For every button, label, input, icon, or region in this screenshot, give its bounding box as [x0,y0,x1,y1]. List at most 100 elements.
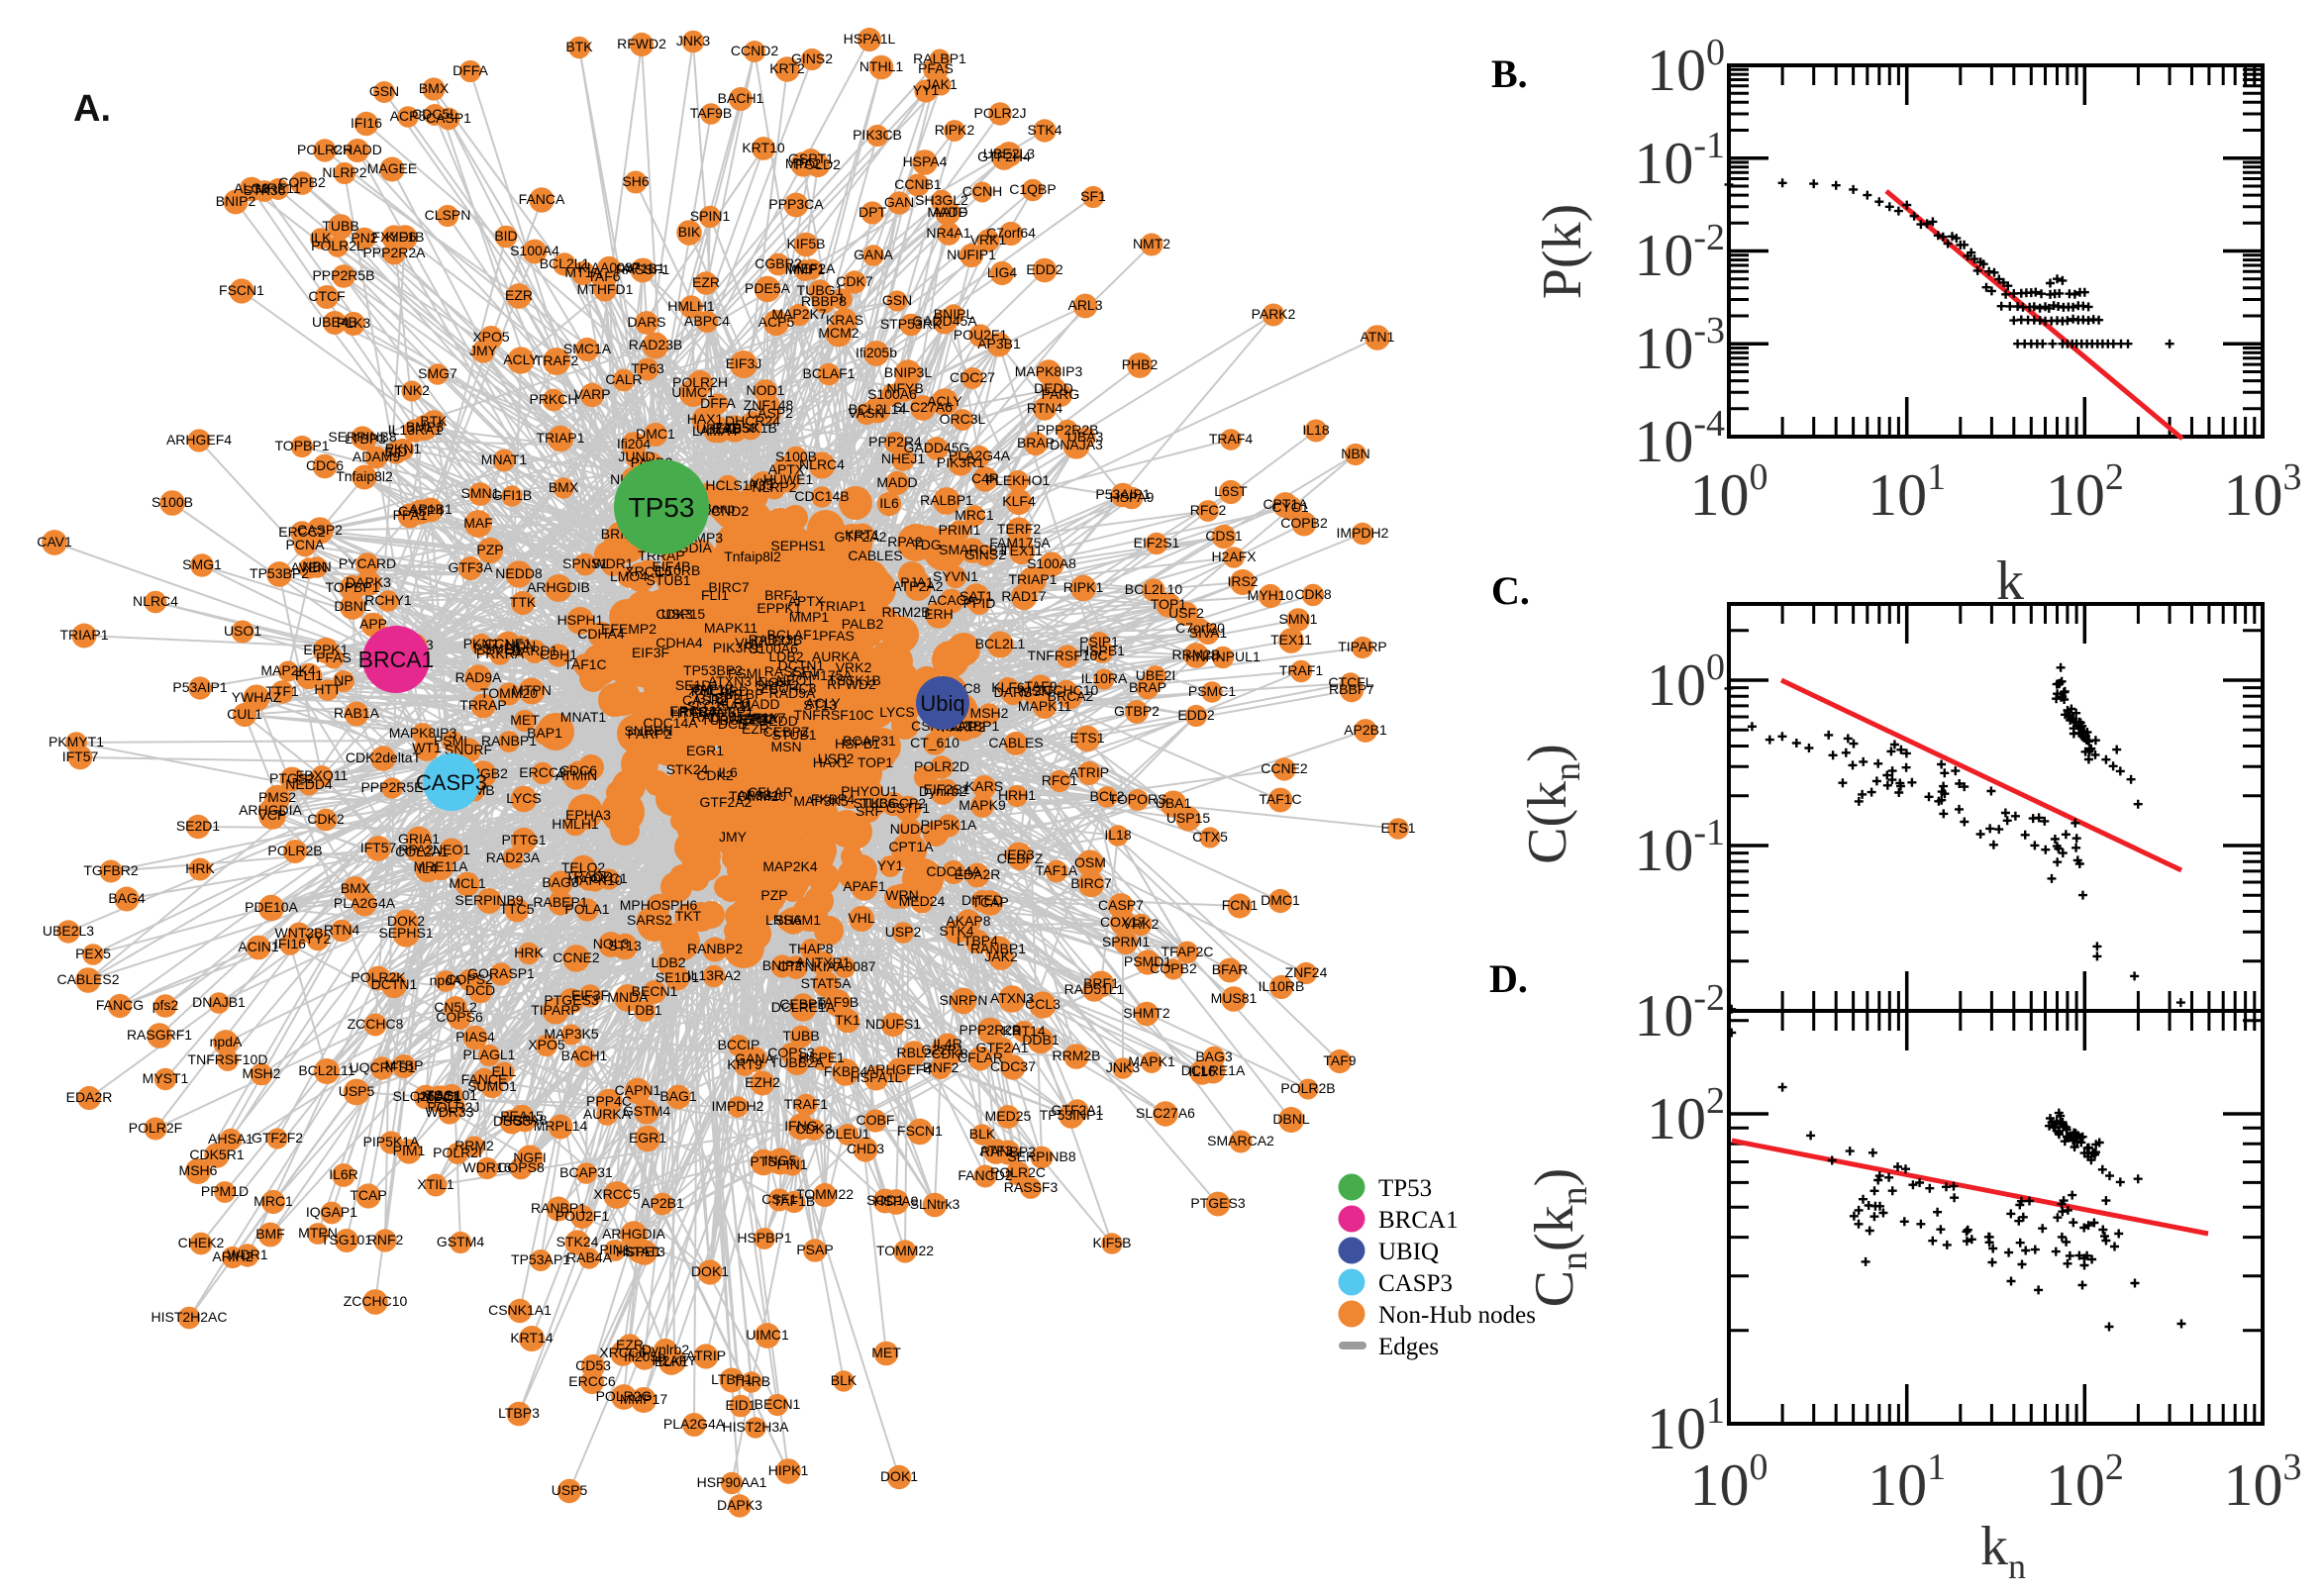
svg-text:TUBB2A: TUBB2A [770,1054,825,1070]
svg-text:S100A8: S100A8 [1027,555,1076,571]
svg-text:Edges: Edges [1378,1334,1439,1360]
svg-text:RAD17: RAD17 [1001,588,1046,604]
svg-text:BAG1: BAG1 [659,1088,697,1104]
svg-text:USP5: USP5 [339,1083,375,1099]
svg-text:JMY: JMY [719,829,748,845]
svg-text:RANBP2: RANBP2 [980,1144,1036,1159]
svg-text:SRF: SRF [856,803,883,819]
svg-text:PYCARD: PYCARD [339,555,396,571]
svg-text:HMLH1: HMLH1 [667,298,715,314]
svg-text:HAX1: HAX1 [813,754,850,770]
svg-text:HSPA8: HSPA8 [503,1112,548,1128]
svg-text:CDC14A: CDC14A [926,863,981,879]
svg-text:SPNS1: SPNS1 [562,555,608,571]
svg-text:HSPA9: HSPA9 [874,1193,919,1209]
svg-text:MAP3K5: MAP3K5 [544,1026,598,1042]
svg-text:CDC37: CDC37 [990,1058,1036,1074]
svg-text:AKAP8: AKAP8 [946,913,990,929]
svg-text:MSH6: MSH6 [179,1162,218,1178]
svg-text:LYCS: LYCS [506,790,542,806]
svg-text:NDUFS1: NDUFS1 [865,1016,921,1032]
svg-text:Non-Hub nodes: Non-Hub nodes [1378,1302,1536,1329]
svg-text:APTX: APTX [788,593,825,609]
svg-text:TRAF1: TRAF1 [1279,662,1324,678]
svg-text:GSPT1: GSPT1 [788,150,834,166]
svg-text:Ifi205b: Ifi205b [856,345,897,360]
svg-text:MYST1: MYST1 [143,1070,189,1086]
svg-text:FCN1: FCN1 [1222,897,1259,913]
svg-text:GSN: GSN [882,292,912,308]
svg-text:C1QBP: C1QBP [1009,181,1056,197]
svg-text:RALBP1: RALBP1 [920,492,973,508]
svg-text:WDR1: WDR1 [227,1247,267,1262]
svg-text:MNAT1: MNAT1 [481,451,528,467]
svg-text:CUL1: CUL1 [227,706,262,722]
svg-text:COPB2: COPB2 [1280,515,1328,531]
svg-text:UBE4B: UBE4B [312,314,357,330]
svg-text:BRCA2: BRCA2 [1048,688,1094,704]
svg-text:HTT: HTT [670,705,698,721]
svg-text:RBBP7: RBBP7 [1329,681,1374,697]
svg-text:H2AFX: H2AFX [1211,549,1257,564]
svg-text:MRC1: MRC1 [253,1193,293,1209]
svg-text:NLRC4: NLRC4 [133,593,178,609]
svg-text:NLRP2: NLRP2 [322,164,366,180]
svg-text:PEX5: PEX5 [75,946,111,961]
svg-text:TERF2: TERF2 [997,521,1042,537]
svg-text:BACH1: BACH1 [561,1047,608,1063]
svg-text:CSTF1: CSTF1 [886,800,931,816]
svg-text:SARS2: SARS2 [627,912,672,928]
svg-text:PRIM1: PRIM1 [939,522,981,538]
svg-text:CCNE2: CCNE2 [553,949,600,965]
svg-text:MEF2A: MEF2A [789,260,836,276]
svg-text:POLR2B: POLR2B [1280,1080,1335,1096]
svg-text:SNRPN: SNRPN [939,992,987,1008]
svg-text:DARS: DARS [628,314,666,330]
svg-text:USP2: USP2 [885,924,922,940]
svg-text:BMX: BMX [419,80,450,96]
svg-text:ARHGEF4: ARHGEF4 [166,432,232,448]
svg-text:BRCA1: BRCA1 [358,647,435,672]
svg-text:POLR2B: POLR2B [267,843,322,858]
svg-text:RAD51L1: RAD51L1 [1064,981,1125,997]
svg-text:HSPA4: HSPA4 [903,153,948,169]
svg-text:HSPBP1: HSPBP1 [737,1230,791,1246]
svg-text:GADD45G: GADD45G [904,440,970,455]
svg-text:ABPC4: ABPC4 [684,313,730,329]
svg-text:ATMIN: ATMIN [556,767,598,783]
svg-text:TK1: TK1 [835,1012,860,1028]
svg-text:POLA1: POLA1 [564,901,609,917]
svg-text:RCHY1: RCHY1 [364,592,412,608]
svg-text:TRAF1: TRAF1 [784,1096,829,1112]
svg-text:XTIL1: XTIL1 [417,1176,454,1192]
svg-text:EID1: EID1 [725,1397,756,1413]
svg-text:NOL3: NOL3 [593,936,630,951]
svg-text:PPP4C: PPP4C [586,1093,632,1109]
svg-text:MTHFD1: MTHFD1 [577,281,634,297]
svg-text:YY2: YY2 [305,931,332,947]
svg-text:FXYD6: FXYD6 [371,229,416,245]
svg-text:LDB2: LDB2 [651,954,685,970]
svg-text:TIPARP: TIPARP [1338,639,1387,654]
svg-text:KIF5B: KIF5B [1093,1235,1132,1250]
svg-text:BMX: BMX [341,880,371,896]
svg-text:DAPK3: DAPK3 [717,1497,762,1513]
svg-text:SPRM1: SPRM1 [1102,934,1150,949]
svg-text:SEPHS1: SEPHS1 [770,538,825,553]
svg-text:CDK8: CDK8 [1294,586,1332,602]
svg-text:GTBP2: GTBP2 [1114,703,1160,719]
svg-text:PSMC1: PSMC1 [1188,683,1236,699]
svg-text:FKBP4: FKBP4 [811,791,856,807]
svg-text:RNF2: RNF2 [923,1059,960,1075]
svg-text:IL4R: IL4R [933,1036,962,1051]
svg-text:PTGS2: PTGS2 [269,770,315,786]
svg-text:IFT57: IFT57 [360,840,397,855]
svg-text:RANBP1: RANBP1 [531,1200,586,1216]
svg-text:RIPK2: RIPK2 [935,122,975,138]
svg-text:CCND2: CCND2 [731,43,778,58]
svg-text:CTCF: CTCF [308,288,345,304]
svg-text:IFT57: IFT57 [62,748,99,764]
svg-text:TUBG1: TUBG1 [797,282,844,298]
svg-text:CPT1A: CPT1A [1262,496,1308,512]
svg-text:EIF3J: EIF3J [726,355,762,371]
